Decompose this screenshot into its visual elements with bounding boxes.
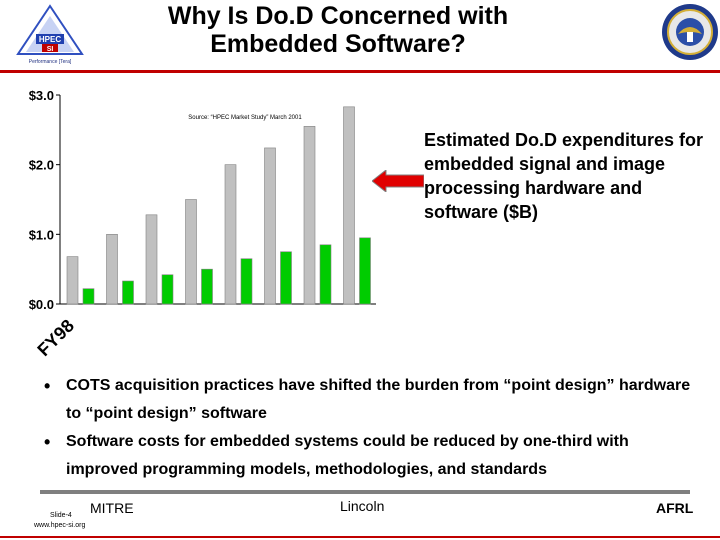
bottom-rule bbox=[0, 536, 720, 538]
chart-source-note: Source: “HPEC Market Study” March 2001 bbox=[188, 115, 302, 121]
title-line-1: Why Is Do.D Concerned with bbox=[167, 2, 509, 30]
footer-rule bbox=[40, 490, 690, 494]
footer-afrl: AFRL bbox=[656, 500, 694, 516]
bar-software bbox=[280, 251, 292, 305]
slide-title: Why Is Do.D Concerned with Embedded Soft… bbox=[0, 2, 676, 58]
bar-software bbox=[161, 274, 174, 305]
hpec-logo-caption: Performance [Tera] bbox=[29, 59, 72, 65]
y-tick-label: $0.0 bbox=[29, 297, 54, 312]
bar-total bbox=[66, 256, 79, 305]
bullet-list: • COTS acquisition practices have shifte… bbox=[40, 372, 700, 484]
title-line-2: Embedded Software? bbox=[210, 30, 466, 58]
dod-seal-icon bbox=[662, 4, 718, 60]
bar-software bbox=[359, 237, 371, 305]
bar-software bbox=[319, 244, 332, 305]
bullet-item: • Software costs for embedded systems co… bbox=[40, 428, 700, 484]
y-tick-label: $3.0 bbox=[29, 88, 54, 103]
footer-slide-number: Slide-4 bbox=[50, 512, 72, 519]
hpec-logo-icon: HPEC SI Performance [Tera] bbox=[16, 4, 84, 65]
hpec-logo-text: HPEC bbox=[39, 35, 61, 44]
bullet-dot-icon: • bbox=[44, 432, 51, 452]
footer-url: www.hpec-si.org bbox=[34, 522, 86, 529]
bar-software bbox=[122, 280, 134, 305]
bar-software bbox=[201, 268, 213, 305]
y-tick-label: $2.0 bbox=[29, 158, 54, 173]
bar-total bbox=[145, 214, 158, 305]
bar-total bbox=[303, 126, 316, 305]
bullet-text: Software costs for embedded systems coul… bbox=[66, 433, 629, 478]
y-tick-label: $1.0 bbox=[29, 227, 54, 242]
bar-total bbox=[185, 199, 197, 305]
bar-total bbox=[343, 106, 355, 305]
bar-total bbox=[224, 164, 237, 305]
bullet-item: • COTS acquisition practices have shifte… bbox=[40, 372, 700, 428]
bar-total bbox=[264, 147, 276, 305]
hpec-logo-sub: SI bbox=[47, 46, 54, 53]
bar-software bbox=[82, 288, 95, 305]
arrow-left-icon bbox=[372, 170, 424, 192]
chart-callout: Estimated Do.D expenditures for embedded… bbox=[424, 130, 704, 222]
x-start-label: FY98 bbox=[33, 315, 78, 360]
expenditure-chart: $3.0 $2.0 $1.0 $0.0 Source: “HPEC Market Stu… bbox=[29, 88, 376, 360]
header-rule bbox=[0, 70, 720, 73]
bullet-dot-icon: • bbox=[44, 376, 51, 396]
footer-mitre: MITRE bbox=[90, 500, 134, 516]
bar-total bbox=[106, 234, 118, 305]
footer-lincoln: Lincoln bbox=[340, 498, 385, 514]
bullet-text: COTS acquisition practices have shifted … bbox=[66, 377, 691, 422]
bar-software bbox=[240, 258, 253, 305]
